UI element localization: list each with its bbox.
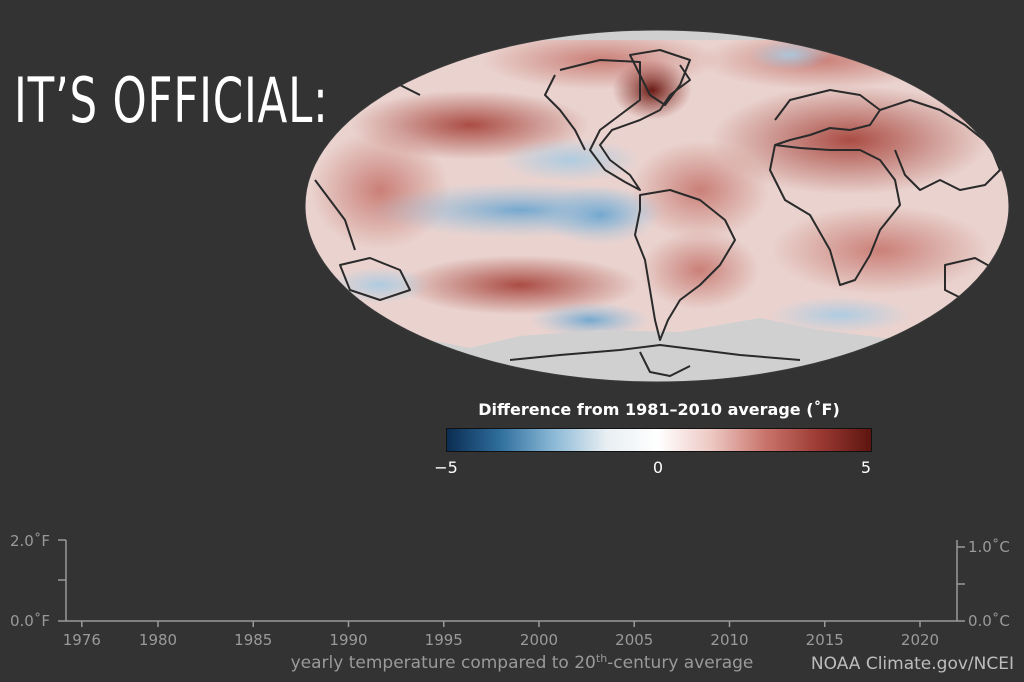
- year-label: 2000: [520, 631, 558, 649]
- year-label: 2020: [901, 631, 939, 649]
- year-label: 2010: [710, 631, 748, 649]
- legend-title: Difference from 1981–2010 average (˚F): [478, 400, 840, 419]
- credit-label: NOAA Climate.gov/NCEI: [810, 654, 1014, 674]
- year-label: 2015: [806, 631, 844, 649]
- world-temperature-anomaly-map: [304, 29, 1010, 383]
- year-label: 1976: [63, 631, 101, 649]
- year-label: 1990: [329, 631, 367, 649]
- year-label: 1995: [425, 631, 463, 649]
- colorbar-max-label: 5: [860, 458, 872, 477]
- right-axis-top-label: 1.0˚C: [968, 538, 1010, 556]
- continent-outlines: [314, 49, 1001, 377]
- right-axis-bottom-label: 0.0˚C: [968, 612, 1010, 630]
- year-label: 2005: [615, 631, 653, 649]
- year-label: 1980: [139, 631, 177, 649]
- left-axis-bottom-label: 0.0˚F: [10, 612, 50, 630]
- timeline-caption: yearly temperature compared to 20th-cent…: [291, 652, 754, 673]
- left-axis-top-label: 2.0˚F: [10, 532, 50, 550]
- timeline-chart: 2.0˚F 0.0˚F 1.0˚C 0.0˚C 1976 1980 1985 1990…: [10, 532, 1010, 673]
- map-border: [304, 29, 1010, 383]
- colorbar: [446, 428, 872, 452]
- colorbar-mid-label: 0: [652, 458, 664, 477]
- year-label: 1985: [234, 631, 272, 649]
- headline: IT’S OFFICIAL:: [14, 64, 329, 137]
- colorbar-min-label: −5: [434, 458, 458, 477]
